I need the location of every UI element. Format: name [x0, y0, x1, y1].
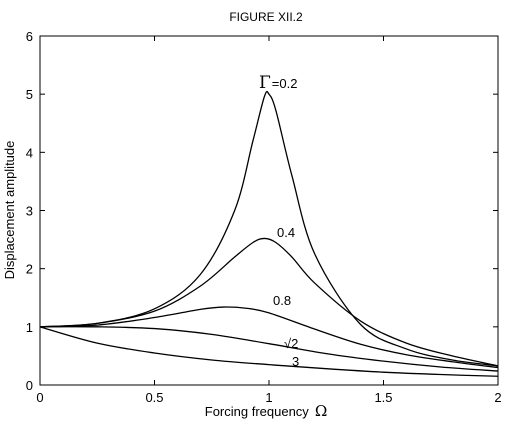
x-tick-label: 2 [494, 390, 501, 405]
x-axis-label: Forcing frequency Ω [205, 402, 328, 420]
x-tick-label: 0.5 [145, 390, 163, 405]
y-tick-label: 6 [26, 29, 33, 44]
y-tick-label: 1 [26, 320, 33, 335]
curve-label-gamma-3: 3 [292, 354, 299, 369]
series-line-1 [39, 237, 499, 367]
y-tick-label: 3 [26, 204, 33, 219]
series-line-2 [39, 306, 499, 369]
x-tick-label: 1 [265, 390, 272, 405]
series-group [39, 90, 499, 377]
series-line-0 [39, 90, 499, 367]
curve-label-gamma-0.2: Γ=0.2 [259, 73, 297, 93]
curve-labels: Γ=0.2 0.4 0.8 √2 3 [259, 73, 299, 369]
chart-title: FIGURE XII.2 [229, 10, 303, 24]
gamma-symbol: Γ [259, 73, 271, 93]
curve-label-gamma-sqrt2: √2 [284, 336, 298, 351]
curve-label-gamma-0.8: 0.8 [273, 293, 291, 308]
y-tick-label: 2 [26, 262, 33, 277]
x-tick-label: 1.5 [374, 390, 392, 405]
y-axis-ticks: 0 1 2 3 4 5 6 [26, 29, 498, 393]
y-axis-label: Displacement amplitude [2, 141, 17, 280]
series-line-4 [39, 326, 499, 377]
series-line-3 [39, 326, 499, 372]
y-tick-label: 4 [26, 145, 33, 160]
x-tick-label: 0 [36, 390, 43, 405]
y-tick-label: 0 [26, 378, 33, 393]
x-axis-ticks: 0 0.5 1 1.5 2 [36, 36, 502, 405]
y-tick-label: 5 [26, 87, 33, 102]
curve-label-gamma-0.4: 0.4 [277, 225, 295, 240]
